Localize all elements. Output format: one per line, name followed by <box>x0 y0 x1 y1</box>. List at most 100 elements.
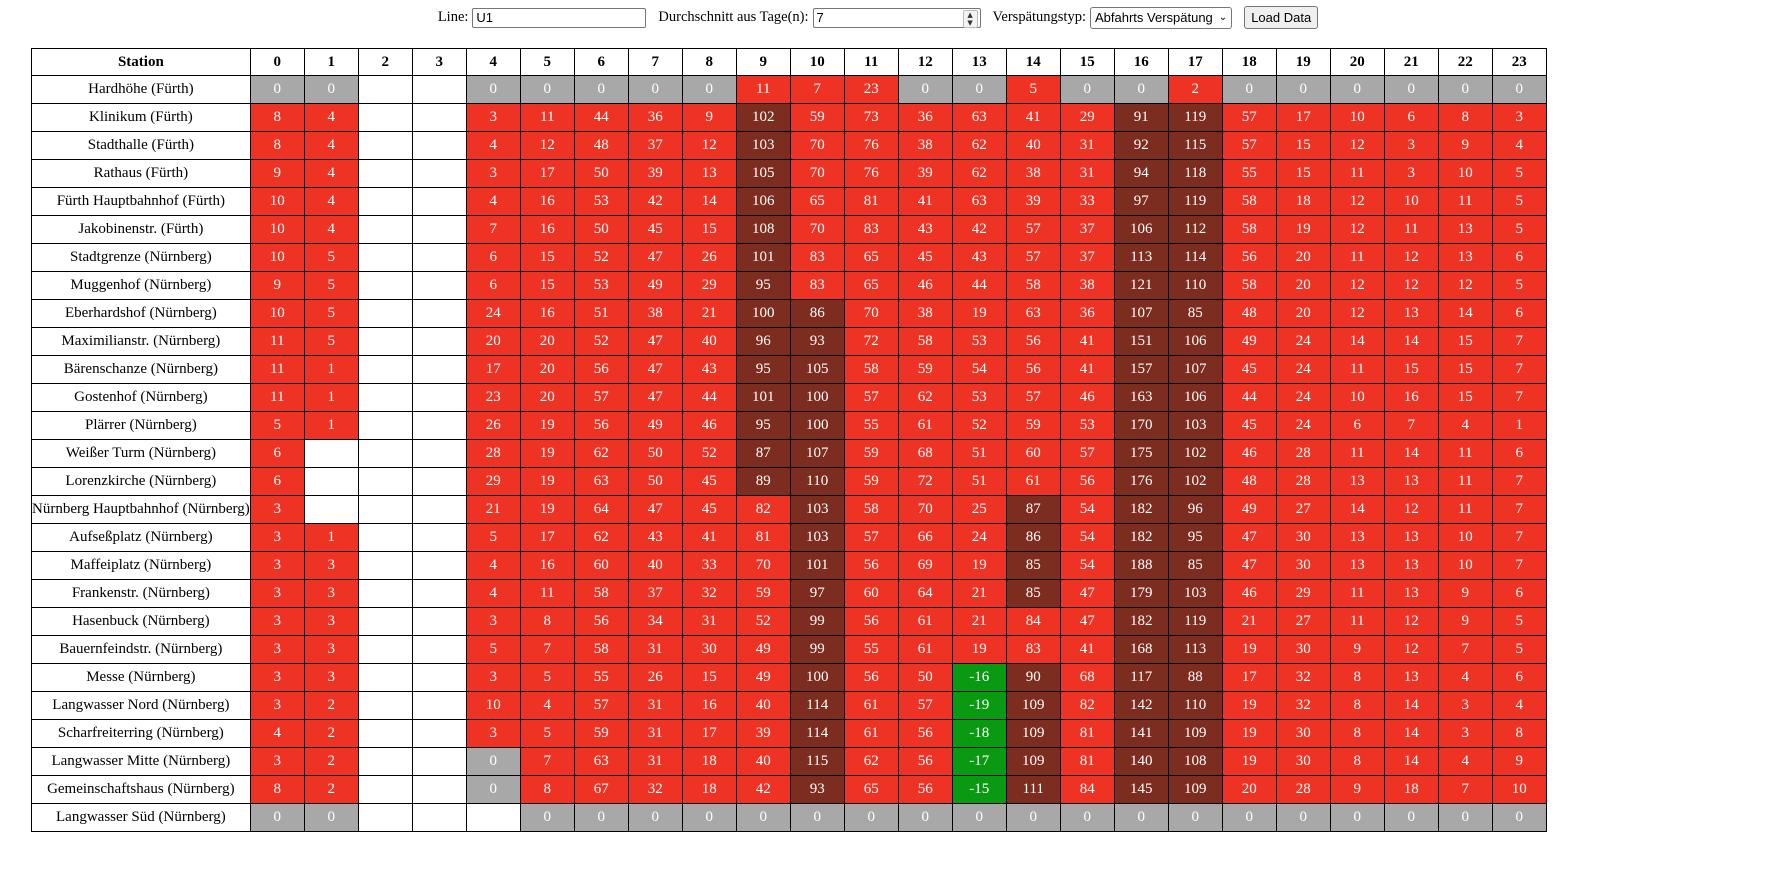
delay-cell: 63 <box>573 467 629 496</box>
delay-cell: 55 <box>843 635 899 664</box>
table-row: Klinikum (Fürth) 8 4 3 11 44 36 9 102 59 73 36 63 41 2… <box>31 103 1547 132</box>
delay-cell: 109 <box>1167 719 1223 748</box>
delay-cell: 56 <box>843 607 899 636</box>
delay-cell <box>357 691 413 720</box>
delay-cell: 47 <box>627 355 683 384</box>
delay-cell: 62 <box>951 159 1007 188</box>
delay-cell: 8 <box>1329 719 1385 748</box>
delay-cell: 55 <box>843 411 899 440</box>
delay-cell <box>411 355 467 384</box>
delay-cell: 58 <box>1221 187 1277 216</box>
hour-header: 19 <box>1275 48 1331 76</box>
delay-cell: 6 <box>1491 439 1547 468</box>
delay-cell: 5 <box>1491 159 1547 188</box>
delay-cell <box>411 187 467 216</box>
delay-cell: 37 <box>627 131 683 160</box>
delay-cell <box>411 271 467 300</box>
delay-cell: 99 <box>789 635 845 664</box>
delay-cell: 57 <box>573 383 629 412</box>
delay-cell: 107 <box>789 439 845 468</box>
delay-cell: 81 <box>1059 719 1115 748</box>
line-input[interactable] <box>472 7 647 28</box>
delay-cell: 1 <box>303 411 359 440</box>
delay-cell: 10 <box>249 215 305 244</box>
delay-cell: 103 <box>1167 411 1223 440</box>
delay-cell: 3 <box>1491 103 1547 132</box>
delay-cell <box>357 551 413 580</box>
delay-cell: 56 <box>897 719 953 748</box>
delay-cell: 0 <box>1491 75 1547 104</box>
delay-cell: 4 <box>303 187 359 216</box>
delay-cell: 110 <box>1167 271 1223 300</box>
delay-cell: 14 <box>1437 299 1493 328</box>
delay-cell: 13 <box>1383 579 1439 608</box>
delay-cell: 5 <box>465 635 521 664</box>
delay-cell: 47 <box>627 243 683 272</box>
delay-cell: 25 <box>951 495 1007 524</box>
delay-cell: 58 <box>1221 271 1277 300</box>
delay-cell <box>357 439 413 468</box>
delay-cell: 81 <box>843 187 899 216</box>
station-name: Stadtgrenze (Nürnberg) <box>31 243 251 272</box>
delay-cell: 12 <box>1329 299 1385 328</box>
delay-cell: 13 <box>1383 551 1439 580</box>
delay-cell: 15 <box>1437 355 1493 384</box>
delay-cell: 168 <box>1113 635 1169 664</box>
delay-cell: 53 <box>951 383 1007 412</box>
table-row: Lorenzkirche (Nürnberg) 6 29 19 63 50 45 89 110 5… <box>31 467 1547 496</box>
delay-cell: 100 <box>789 663 845 692</box>
hour-header: 0 <box>249 48 305 76</box>
delay-cell: 5 <box>519 719 575 748</box>
delay-cell: 95 <box>735 355 791 384</box>
delay-cell: 37 <box>1059 243 1115 272</box>
delay-cell: 142 <box>1113 691 1169 720</box>
delay-cell: 31 <box>627 691 683 720</box>
delay-cell: 100 <box>789 411 845 440</box>
delay-cell <box>411 103 467 132</box>
table-row: Fürth Hauptbahnhof (Fürth) 10 4 4 16 53 42 14 10… <box>31 187 1547 216</box>
delay-cell: 114 <box>789 691 845 720</box>
load-data-button[interactable]: Load Data <box>1244 6 1319 29</box>
delay-cell: 58 <box>1221 215 1277 244</box>
type-select[interactable]: Abfahrts Verspätung ⌄ <box>1089 6 1233 29</box>
delay-cell: 5 <box>303 271 359 300</box>
table-row: Hardhöhe (Fürth) 0 0 0 0 0 0 0 11 7 23 0 0 5 0 0 2 0 0 0 0 0 0 <box>31 75 1547 104</box>
days-input[interactable] <box>812 7 981 28</box>
delay-cell: 45 <box>627 215 683 244</box>
delay-cell: 0 <box>1059 75 1115 104</box>
delay-cell: 17 <box>1221 663 1277 692</box>
delay-cell: 16 <box>519 187 575 216</box>
delay-cell: 16 <box>519 215 575 244</box>
delay-cell: 43 <box>951 243 1007 272</box>
delay-cell: 57 <box>1005 383 1061 412</box>
delay-cell: 19 <box>951 635 1007 664</box>
delay-cell: 53 <box>573 187 629 216</box>
delay-cell: 110 <box>1167 691 1223 720</box>
delay-cell: 170 <box>1113 411 1169 440</box>
delay-cell: 57 <box>1005 243 1061 272</box>
delay-cell: 28 <box>465 439 521 468</box>
delay-cell: 87 <box>1005 495 1061 524</box>
delay-cell: 119 <box>1167 187 1223 216</box>
delay-cell: 48 <box>1221 467 1277 496</box>
delay-cell: 61 <box>843 691 899 720</box>
spin-arrows-icon[interactable]: ▲ ▼ <box>962 9 978 28</box>
delay-cell <box>411 607 467 636</box>
delay-cell: 83 <box>789 243 845 272</box>
delay-cell: 90 <box>1005 663 1061 692</box>
delay-cell: 15 <box>1275 131 1331 160</box>
delay-cell <box>357 579 413 608</box>
station-name: Langwasser Süd (Nürnberg) <box>31 803 251 832</box>
delay-cell: 84 <box>1005 607 1061 636</box>
delay-cell: 0 <box>1167 803 1223 832</box>
delay-cell: 19 <box>519 495 575 524</box>
delay-cell: 64 <box>897 579 953 608</box>
delay-cell: 0 <box>681 803 737 832</box>
delay-cell: 32 <box>1275 691 1331 720</box>
delay-cell: 3 <box>1383 159 1439 188</box>
delay-cell: 9 <box>249 159 305 188</box>
delay-cell: 18 <box>1275 187 1331 216</box>
delay-cell: 52 <box>951 411 1007 440</box>
delay-cell: 26 <box>627 663 683 692</box>
delay-cell: 102 <box>1167 439 1223 468</box>
